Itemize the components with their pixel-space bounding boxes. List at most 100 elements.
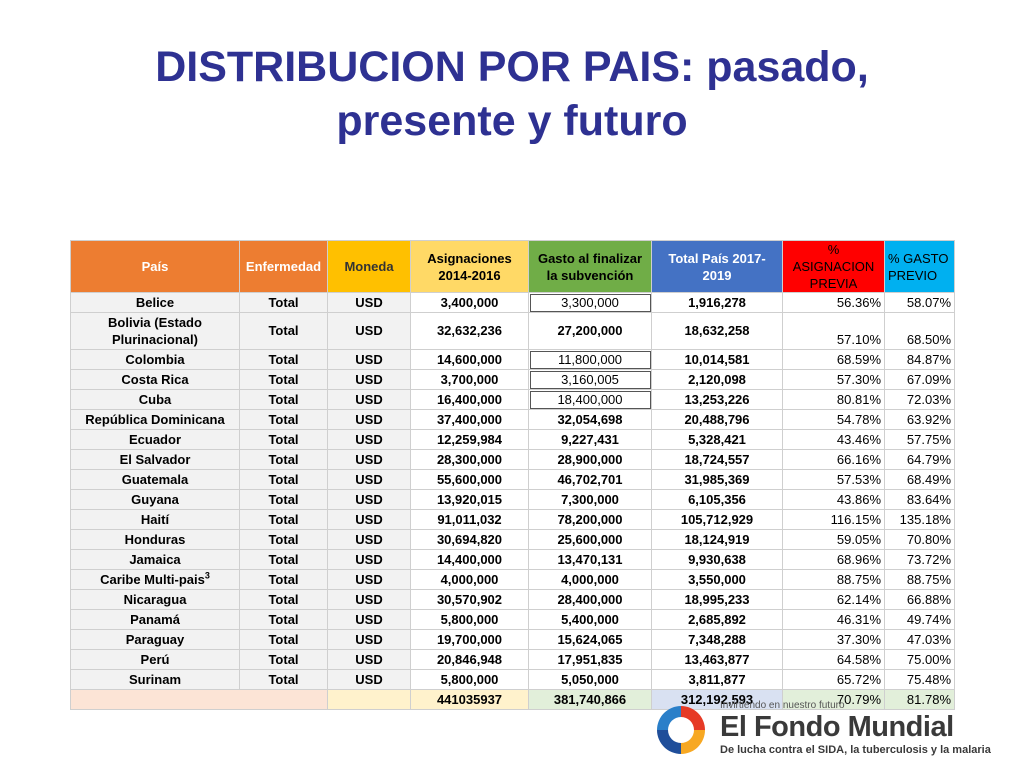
country-cell: Perú xyxy=(70,649,240,670)
spent-cell: 25,600,000 xyxy=(528,529,652,550)
table-row: Belice Total USD 3,400,000 3,300,000 1,916,27… xyxy=(70,292,955,313)
header-row: País Enfermedad Moneda Asignaciones 2014… xyxy=(70,240,955,293)
pct-alloc-cell: 43.86% xyxy=(782,489,885,510)
country-cell: Colombia xyxy=(70,349,240,370)
header-currency: Moneda xyxy=(327,240,411,293)
pct-spend-cell: 68.50% xyxy=(884,312,955,350)
alloc-cell: 30,570,902 xyxy=(410,589,529,610)
currency-cell: USD xyxy=(327,469,411,490)
alloc-cell: 32,632,236 xyxy=(410,312,529,350)
pct-spend-cell: 83.64% xyxy=(884,489,955,510)
disease-cell: Total xyxy=(239,429,328,450)
alloc-cell: 28,300,000 xyxy=(410,449,529,470)
disease-cell: Total xyxy=(239,629,328,650)
currency-cell: USD xyxy=(327,449,411,470)
country-cell: República Dominicana xyxy=(70,409,240,430)
alloc-cell: 20,846,948 xyxy=(410,649,529,670)
global-fund-logo: Invirtiendo en nuestro futuro El Fondo M… xyxy=(650,700,991,760)
alloc-cell: 91,011,032 xyxy=(410,509,529,530)
country-cell: Honduras xyxy=(70,529,240,550)
disease-cell: Total xyxy=(239,292,328,313)
pct-spend-cell: 58.07% xyxy=(884,292,955,313)
spent-cell: 4,000,000 xyxy=(528,569,652,590)
currency-cell: USD xyxy=(327,669,411,690)
pct-alloc-cell: 68.59% xyxy=(782,349,885,370)
pct-alloc-cell: 43.46% xyxy=(782,429,885,450)
total-cell: 3,550,000 xyxy=(651,569,783,590)
country-name: Caribe Multi-pais xyxy=(100,571,205,587)
disease-cell: Total xyxy=(239,529,328,550)
alloc-cell: 5,800,000 xyxy=(410,669,529,690)
header-pct-alloc: % ASIGNACION PREVIA xyxy=(782,240,885,293)
header-total: Total País 2017-2019 xyxy=(651,240,783,293)
pct-spend-cell: 73.72% xyxy=(884,549,955,570)
pct-spend-cell: 57.75% xyxy=(884,429,955,450)
pct-alloc-cell: 116.15% xyxy=(782,509,885,530)
alloc-cell: 19,700,000 xyxy=(410,629,529,650)
spent-cell: 5,050,000 xyxy=(528,669,652,690)
totals-label-cell xyxy=(70,689,328,710)
pct-spend-cell: 67.09% xyxy=(884,369,955,390)
table-row: Guyana Total USD 13,920,015 7,300,000 6,105,3… xyxy=(70,489,955,510)
pct-alloc-cell: 57.53% xyxy=(782,469,885,490)
pct-alloc-cell: 57.10% xyxy=(782,312,885,350)
disease-cell: Total xyxy=(239,312,328,350)
currency-cell: USD xyxy=(327,369,411,390)
alloc-cell: 5,800,000 xyxy=(410,609,529,630)
disease-cell: Total xyxy=(239,389,328,410)
header-alloc: Asignaciones 2014-2016 xyxy=(410,240,529,293)
spent-cell: 3,300,000 xyxy=(528,292,652,313)
country-cell: Panamá xyxy=(70,609,240,630)
table-row: Costa Rica Total USD 3,700,000 3,160,005 2,12… xyxy=(70,369,955,390)
country-cell: Guyana xyxy=(70,489,240,510)
disease-cell: Total xyxy=(239,349,328,370)
pct-spend-cell: 88.75% xyxy=(884,569,955,590)
pct-spend-cell: 75.00% xyxy=(884,649,955,670)
currency-cell: USD xyxy=(327,549,411,570)
currency-cell: USD xyxy=(327,409,411,430)
currency-cell: USD xyxy=(327,509,411,530)
disease-cell: Total xyxy=(239,369,328,390)
country-cell: Belice xyxy=(70,292,240,313)
pct-alloc-cell: 66.16% xyxy=(782,449,885,470)
total-cell: 10,014,581 xyxy=(651,349,783,370)
spent-cell: 78,200,000 xyxy=(528,509,652,530)
currency-cell: USD xyxy=(327,429,411,450)
total-cell: 6,105,356 xyxy=(651,489,783,510)
country-cell: Ecuador xyxy=(70,429,240,450)
table-row: Guatemala Total USD 55,600,000 46,702,701 31,… xyxy=(70,469,955,490)
header-spent: Gasto al finalizar la subvención xyxy=(528,240,652,293)
pct-spend-cell: 75.48% xyxy=(884,669,955,690)
disease-cell: Total xyxy=(239,469,328,490)
pct-spend-cell: 84.87% xyxy=(884,349,955,370)
disease-cell: Total xyxy=(239,609,328,630)
pct-alloc-cell: 37.30% xyxy=(782,629,885,650)
country-distribution-table: País Enfermedad Moneda Asignaciones 2014… xyxy=(70,240,955,710)
spent-cell: 27,200,000 xyxy=(528,312,652,350)
pct-spend-cell: 68.49% xyxy=(884,469,955,490)
country-cell: Paraguay xyxy=(70,629,240,650)
total-cell: 1,916,278 xyxy=(651,292,783,313)
pct-spend-cell: 70.80% xyxy=(884,529,955,550)
pct-alloc-cell: 59.05% xyxy=(782,529,885,550)
alloc-cell: 13,920,015 xyxy=(410,489,529,510)
country-cell: Caribe Multi-pais3 xyxy=(70,569,240,590)
disease-cell: Total xyxy=(239,449,328,470)
pct-spend-cell: 49.74% xyxy=(884,609,955,630)
pct-alloc-cell: 80.81% xyxy=(782,389,885,410)
alloc-cell: 14,400,000 xyxy=(410,549,529,570)
table-row: Caribe Multi-pais3 Total USD 4,000,000 4,000… xyxy=(70,569,955,590)
total-cell: 20,488,796 xyxy=(651,409,783,430)
table-body: Belice Total USD 3,400,000 3,300,000 1,916,27… xyxy=(70,292,955,710)
spent-cell: 7,300,000 xyxy=(528,489,652,510)
spent-cell: 28,400,000 xyxy=(528,589,652,610)
total-cell: 3,811,877 xyxy=(651,669,783,690)
totals-row: 441035937 381,740,866 312,192,593 70.79% 81.… xyxy=(70,689,955,710)
totals-total-cell: 312,192,593 xyxy=(651,689,783,710)
country-cell: Costa Rica xyxy=(70,369,240,390)
disease-cell: Total xyxy=(239,589,328,610)
currency-cell: USD xyxy=(327,489,411,510)
header-country: País xyxy=(70,240,240,293)
country-cell: Nicaragua xyxy=(70,589,240,610)
spent-cell: 17,951,835 xyxy=(528,649,652,670)
